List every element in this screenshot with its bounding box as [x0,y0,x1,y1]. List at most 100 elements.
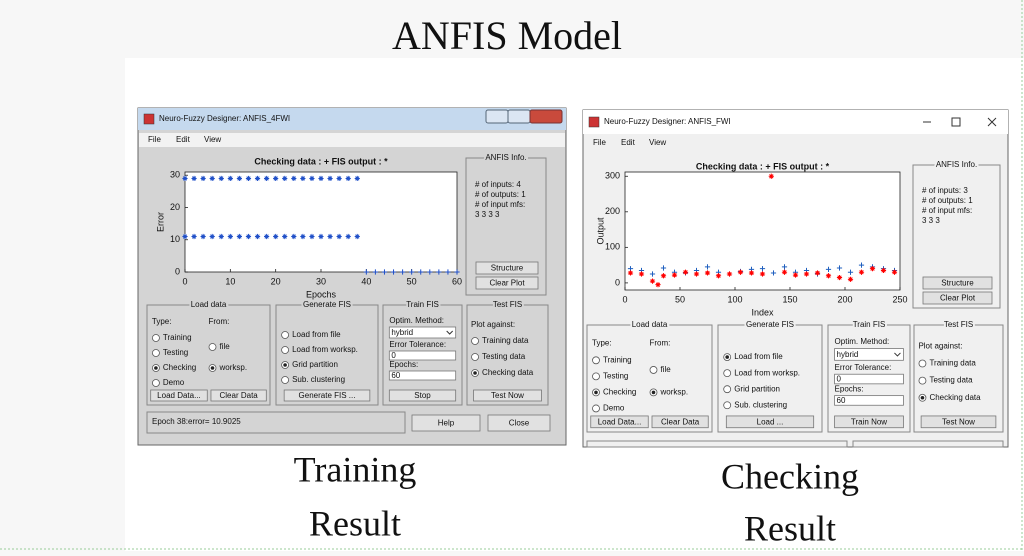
field-value: 0 [391,351,396,360]
button-label[interactable]: Help [438,419,455,428]
radio-label[interactable]: Load from file [734,352,783,361]
button-label[interactable]: Train Now [851,417,887,426]
maximize-button[interactable] [951,117,961,127]
menu-item[interactable]: View [649,138,666,147]
radio-label[interactable]: Sub. clustering [292,375,345,384]
dropdown[interactable] [388,326,457,339]
text-input[interactable] [388,350,457,361]
button-label[interactable]: Clear Data [661,417,700,426]
button[interactable] [210,389,267,402]
radio-button[interactable] [918,359,927,368]
text-input[interactable] [834,395,904,406]
radio-label[interactable]: Checking [603,388,636,397]
close-button[interactable] [529,109,563,124]
button-label[interactable]: Structure [491,264,524,273]
radio-button[interactable] [723,385,732,394]
radio-label[interactable]: Testing [163,348,188,357]
radio-button[interactable] [281,346,290,354]
radio-label[interactable]: Training [603,355,632,364]
radio-button[interactable] [281,331,290,339]
button-label[interactable]: Clear Plot [489,279,525,288]
radio-button[interactable] [918,376,927,385]
radio-label[interactable]: file [661,365,672,374]
button[interactable] [920,415,997,429]
radio-label[interactable]: Testing data [482,352,526,361]
button-label[interactable]: Clear Data [220,391,259,400]
radio-button[interactable] [592,356,600,365]
button-label[interactable]: Load Data... [598,417,642,426]
radio-button[interactable] [208,343,217,351]
radio-label[interactable]: Grid partition [292,360,338,369]
radio-label[interactable]: worksp. [660,388,689,397]
text-input[interactable] [388,370,457,381]
radio-label[interactable]: Load from worksp. [734,368,800,377]
radio-button[interactable] [152,349,160,357]
radio-label[interactable]: worksp. [219,363,248,372]
menu-item[interactable]: File [148,135,161,144]
radio-label[interactable]: Sub. clustering [734,400,787,409]
radio-button[interactable] [471,337,479,345]
button[interactable] [475,276,539,290]
button-label[interactable]: Test Now [491,391,524,400]
button-label[interactable]: Close [509,419,530,428]
button[interactable] [411,414,481,432]
button-label[interactable]: Load Data... [157,391,201,400]
radio-label[interactable]: Testing data [929,376,973,385]
radio-button[interactable] [723,369,732,378]
button[interactable] [283,389,371,402]
button[interactable] [487,414,551,432]
panel-title: Generate FIS [303,300,351,309]
menu-item[interactable]: Edit [621,138,636,147]
radio-label[interactable]: Training [163,333,192,342]
radio-button[interactable] [281,376,290,384]
radio-label[interactable]: Training data [929,359,976,368]
menu-bar [139,133,565,147]
button[interactable] [834,415,904,429]
app-icon [143,113,155,125]
maximize-button[interactable] [507,109,531,124]
data-point [715,273,722,279]
radio-label[interactable]: Testing [603,371,628,380]
data-point [427,269,433,275]
radio-label[interactable]: Demo [603,404,625,413]
button[interactable] [922,276,993,290]
text-input[interactable] [834,373,904,385]
radio-button[interactable] [592,372,600,381]
radio-button[interactable] [152,334,160,342]
button-label[interactable]: Test Now [942,417,975,426]
close-button[interactable] [987,117,997,127]
button[interactable] [150,389,208,402]
dropdown[interactable] [834,348,904,361]
radio-label[interactable]: Grid partition [734,384,780,393]
radio-button[interactable] [649,366,658,374]
minimize-button[interactable] [485,109,509,124]
radio-label[interactable]: file [220,342,231,351]
radio-label[interactable]: Load from worksp. [292,345,358,354]
button-label[interactable]: Generate FIS ... [299,391,356,400]
button-label[interactable]: Stop [414,391,431,400]
button[interactable] [388,389,457,402]
button[interactable] [922,291,993,305]
button[interactable] [475,261,539,275]
menu-item[interactable]: File [593,138,606,147]
radio-label[interactable]: Demo [163,378,185,387]
radio-label[interactable]: Checking data [482,368,534,377]
radio-button[interactable] [723,401,732,410]
menu-item[interactable]: Edit [176,135,191,144]
button[interactable] [590,415,649,429]
radio-label[interactable]: Load from file [292,330,341,339]
menu-item[interactable]: View [204,135,221,144]
button-label[interactable]: Clear Plot [940,294,976,303]
radio-button[interactable] [471,353,479,361]
button[interactable] [651,415,709,429]
button-label[interactable]: Load ... [757,417,784,426]
button-label[interactable]: Structure [941,279,974,288]
data-point [737,269,744,275]
button[interactable] [473,389,542,402]
radio-label[interactable]: Checking [163,363,196,372]
radio-button[interactable] [592,404,600,413]
radio-button[interactable] [152,379,160,387]
radio-label[interactable]: Checking data [929,393,981,402]
button[interactable] [725,415,815,429]
radio-label[interactable]: Training data [482,336,529,345]
